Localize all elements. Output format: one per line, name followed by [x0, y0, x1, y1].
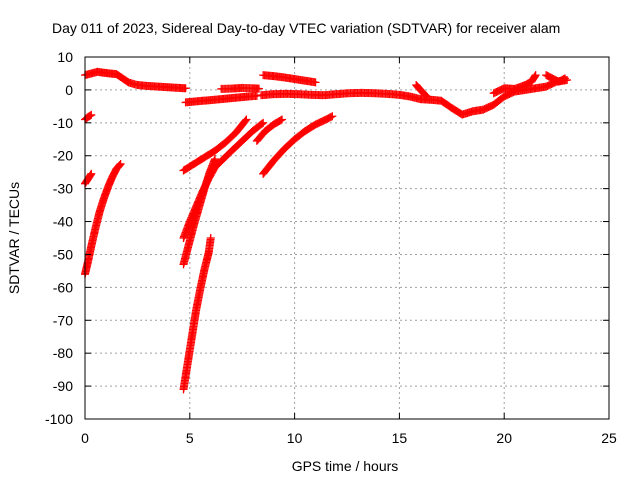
- data-point: [530, 72, 539, 81]
- y-tick-label: -10: [53, 115, 73, 131]
- data-point: [116, 159, 125, 168]
- x-tick-label: 10: [287, 430, 303, 446]
- y-tick-label: -20: [53, 148, 73, 164]
- y-tick-label: -90: [53, 378, 73, 394]
- data-point: [254, 84, 263, 93]
- y-tick-label: -50: [53, 246, 73, 262]
- plot-frame: [84, 56, 610, 420]
- data-point: [206, 234, 215, 242]
- data-point: [252, 91, 261, 100]
- data-series: [181, 91, 261, 107]
- data-point: [86, 170, 95, 179]
- data-point: [328, 112, 337, 121]
- data-series: [179, 115, 251, 175]
- y-axis-label: SDTVAR / TECUs: [6, 182, 22, 294]
- data-series: [217, 83, 263, 93]
- data-point: [421, 91, 430, 100]
- grid-lines: [85, 57, 609, 419]
- data-point: [327, 112, 336, 121]
- y-tick-label: -30: [53, 181, 73, 197]
- data-point: [259, 118, 268, 127]
- data-series: [259, 71, 320, 87]
- x-tick-label: 0: [81, 430, 89, 446]
- data-point: [87, 169, 96, 178]
- data-series: [412, 80, 431, 101]
- data-series: [81, 159, 125, 279]
- data-point: [560, 74, 569, 83]
- chart-title: Day 011 of 2023, Sidereal Day-to-day VTE…: [52, 20, 560, 36]
- y-tick-label: -70: [53, 312, 73, 328]
- data-series: [489, 71, 540, 98]
- data-point: [86, 111, 95, 120]
- y-tick-label: -80: [53, 345, 73, 361]
- data-point: [181, 84, 190, 93]
- data-series: [259, 112, 337, 178]
- data-series: [252, 115, 287, 145]
- data-point: [278, 115, 287, 124]
- x-tick-label: 5: [186, 430, 194, 446]
- data-point: [276, 116, 285, 125]
- axes: 0 5 10 15 20 25 10 0 -10 -20 -30 -40 -50 -60 -70 -80 -90…: [45, 49, 617, 446]
- x-tick-label: 15: [392, 430, 408, 446]
- data-series: [179, 155, 219, 269]
- y-tick-label: -40: [53, 214, 73, 230]
- data-series: [542, 71, 569, 86]
- data-point: [420, 90, 429, 99]
- data-series: [81, 67, 190, 93]
- data-markers: [81, 67, 572, 394]
- data-series: [179, 234, 215, 394]
- data-point: [87, 110, 96, 119]
- y-tick-label: -100: [45, 411, 73, 427]
- data-point: [115, 160, 124, 169]
- data-point: [311, 78, 320, 87]
- x-axis-label: GPS time / hours: [292, 458, 399, 474]
- data-series: [81, 169, 96, 188]
- data-point: [241, 116, 250, 125]
- y-tick-label: -60: [53, 279, 73, 295]
- y-tick-label: 0: [65, 82, 73, 98]
- data-point: [114, 161, 123, 170]
- data-point: [242, 115, 251, 124]
- data-point: [257, 119, 266, 128]
- data-point: [559, 75, 568, 84]
- data-series: [81, 110, 96, 124]
- y-tick-label: 10: [57, 49, 73, 65]
- data-point: [210, 155, 219, 164]
- x-tick-label: 20: [496, 430, 512, 446]
- data-point: [531, 71, 540, 80]
- data-point: [422, 92, 431, 101]
- x-tick-label: 25: [601, 430, 617, 446]
